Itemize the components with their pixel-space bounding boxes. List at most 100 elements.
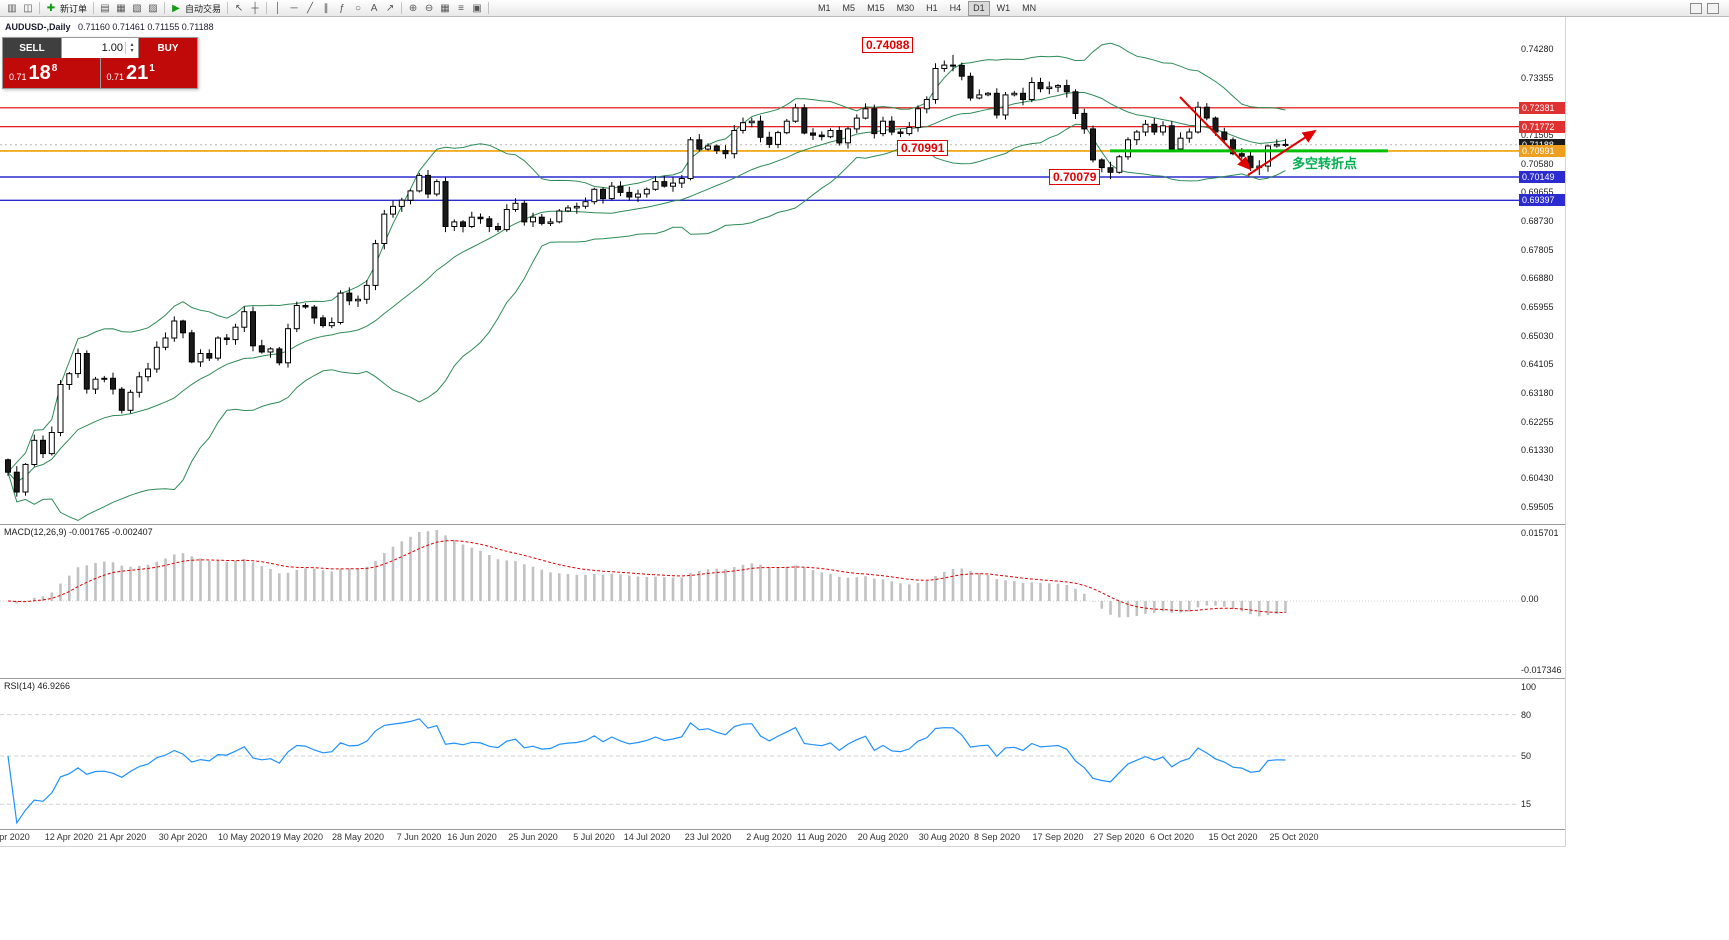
chart-bottom-edge bbox=[0, 846, 1565, 847]
volume-value[interactable]: 1.00 bbox=[101, 42, 123, 54]
rsi-axis-label: 15 bbox=[1521, 799, 1532, 809]
arrow-icon[interactable]: ↗ bbox=[385, 2, 395, 14]
chart-window: AUDUSD-,Daily 0.71160 0.71461 0.71155 0.… bbox=[0, 17, 1729, 940]
toolbar-separator bbox=[266, 2, 268, 14]
date-axis-label: 5 Jul 2020 bbox=[573, 832, 615, 842]
timeframe-m30[interactable]: M30 bbox=[896, 2, 915, 13]
navigator-icon[interactable]: ▧ bbox=[132, 2, 142, 14]
text-icon[interactable]: A bbox=[370, 2, 378, 14]
volume-down-icon[interactable]: ▾ bbox=[130, 48, 134, 54]
buy-price-button[interactable]: 0.71 21 1 bbox=[100, 58, 197, 88]
trendline-icon[interactable]: ╱ bbox=[307, 2, 314, 14]
macd-axis-label: 0.00 bbox=[1521, 594, 1539, 604]
new-order-label[interactable]: 新订单 bbox=[60, 3, 88, 14]
tile-windows-icon[interactable]: ▦ bbox=[440, 2, 450, 14]
chart-header: AUDUSD-,Daily 0.71160 0.71461 0.71155 0.… bbox=[5, 22, 214, 32]
date-axis-label: 12 Apr 2020 bbox=[44, 832, 94, 842]
macd-panel bbox=[0, 530, 1519, 618]
price-axis-label: 0.68730 bbox=[1521, 216, 1554, 226]
rsi-panel bbox=[0, 714, 1519, 825]
date-axis-label: 25 Jun 2020 bbox=[508, 832, 558, 842]
market-watch-icon[interactable]: ▤ bbox=[100, 2, 110, 14]
price-axis-label: 0.74280 bbox=[1521, 44, 1554, 54]
macd-readout: -0.001765 -0.002407 bbox=[69, 527, 153, 537]
toolbar-separator bbox=[227, 2, 229, 14]
price-axis-label: 0.69655 bbox=[1521, 187, 1554, 197]
one-click-trading-panel: SELL 1.00 ▴ ▾ BUY 0.71 18 8 0.71 21 1 bbox=[2, 37, 198, 89]
vertical-line-icon[interactable]: │ bbox=[274, 2, 282, 14]
equidistant-channel-icon[interactable]: ∥ bbox=[323, 2, 329, 14]
buy-price-prefix: 0.71 bbox=[106, 71, 125, 82]
buy-button[interactable]: BUY bbox=[139, 38, 197, 58]
toolbar-separator bbox=[488, 2, 490, 14]
sell-price-prefix: 0.71 bbox=[9, 71, 27, 82]
timeframe-toolbar: M1 M5 M15 M30 H1 H4 D1 W1 MN bbox=[812, 0, 1042, 16]
timeframe-m15[interactable]: M15 bbox=[867, 2, 885, 13]
timeframe-m5[interactable]: M5 bbox=[842, 2, 856, 13]
price-axis-label: 0.70580 bbox=[1521, 159, 1554, 169]
date-axis-label: 11 Aug 2020 bbox=[797, 832, 847, 842]
price-axis-label: 0.73355 bbox=[1521, 73, 1554, 83]
zoom-in-icon[interactable]: ⊕ bbox=[408, 2, 418, 14]
price-annotation[interactable]: 0.70079 bbox=[1049, 169, 1101, 185]
price-annotation[interactable]: 0.70991 bbox=[897, 140, 949, 156]
timeframe-h4[interactable]: H4 bbox=[949, 2, 962, 13]
fibonacci-icon[interactable]: ƒ bbox=[339, 2, 345, 14]
date-axis-label: 15 Oct 2020 bbox=[1208, 832, 1258, 842]
timeframe-m1[interactable]: M1 bbox=[818, 2, 831, 13]
crosshair-icon[interactable]: ┼ bbox=[251, 2, 259, 14]
timeframe-w1[interactable]: W1 bbox=[996, 2, 1011, 13]
macd-indicator-label: MACD(12,26,9) -0.001765 -0.002407 bbox=[4, 527, 153, 537]
toolbar-right-group bbox=[1685, 2, 1725, 14]
date-axis-label: 16 Jun 2020 bbox=[447, 832, 497, 842]
timeframe-h1[interactable]: H1 bbox=[926, 2, 938, 13]
price-tag: 0.70991 bbox=[1519, 145, 1565, 157]
date-axis-label: 25 Oct 2020 bbox=[1269, 832, 1319, 842]
panel-separator[interactable] bbox=[0, 524, 1565, 525]
horizontal-line-icon[interactable]: ─ bbox=[290, 2, 298, 14]
turning-point-label[interactable]: 多空转折点 bbox=[1292, 156, 1358, 171]
toolbar-separator bbox=[93, 2, 95, 14]
terminal-icon[interactable]: ▨ bbox=[148, 2, 158, 14]
chart-window-icon[interactable]: ◫ bbox=[23, 2, 33, 14]
timeframe-mn[interactable]: MN bbox=[1022, 2, 1037, 13]
price-axis-label: 0.61330 bbox=[1521, 445, 1554, 455]
sell-price-button[interactable]: 0.71 18 8 bbox=[3, 58, 100, 88]
date-axis-label: 20 Aug 2020 bbox=[857, 832, 909, 842]
bollinger-bands bbox=[7, 42, 1286, 522]
buy-price-pip: 1 bbox=[149, 63, 155, 74]
indicators-icon[interactable]: ≡ bbox=[458, 2, 464, 14]
candles bbox=[5, 54, 1289, 497]
price-tag: 0.71772 bbox=[1519, 121, 1565, 133]
window-maximize-icon[interactable] bbox=[1707, 2, 1719, 14]
auto-trading-label[interactable]: 自动交易 bbox=[185, 3, 222, 14]
toolbar-separator bbox=[39, 2, 40, 14]
date-axis-label: 2 Apr 2020 bbox=[0, 832, 30, 842]
chart-canvas[interactable] bbox=[0, 17, 1565, 940]
macd-axis-label: -0.017346 bbox=[1521, 665, 1562, 675]
sell-button[interactable]: SELL bbox=[3, 38, 61, 58]
buy-price-big: 21 bbox=[126, 61, 149, 84]
volume-spinner[interactable]: ▴ ▾ bbox=[125, 42, 138, 54]
ohlc-readout: 0.71160 0.71461 0.71155 0.71188 bbox=[78, 22, 214, 32]
price-axis-label: 0.67805 bbox=[1521, 245, 1554, 255]
price-annotation[interactable]: 0.74088 bbox=[862, 37, 914, 53]
auto-trading-icon[interactable]: ▶ bbox=[172, 2, 180, 14]
ellipse-icon[interactable]: ○ bbox=[355, 2, 362, 14]
sell-price-big: 18 bbox=[28, 61, 51, 84]
rsi-readout: 46.9266 bbox=[37, 681, 71, 691]
charts-icon[interactable]: ▥ bbox=[7, 2, 17, 14]
cursor-icon[interactable]: ↖ bbox=[234, 2, 244, 14]
trend-annotations[interactable] bbox=[1110, 96, 1388, 176]
data-window-icon[interactable]: ▦ bbox=[116, 2, 126, 14]
zoom-out-icon[interactable]: ⊖ bbox=[424, 2, 434, 14]
price-axis-label: 0.65955 bbox=[1521, 302, 1554, 312]
templates-icon[interactable]: ▣ bbox=[472, 2, 482, 14]
new-order-icon[interactable]: ✚ bbox=[46, 2, 56, 14]
window-restore-icon[interactable] bbox=[1690, 2, 1702, 14]
panel-separator[interactable] bbox=[0, 678, 1565, 679]
volume-stepper[interactable]: 1.00 ▴ ▾ bbox=[61, 38, 139, 58]
timeframe-d1[interactable]: D1 bbox=[968, 0, 990, 16]
volume-up-icon[interactable]: ▴ bbox=[130, 42, 134, 48]
panel-separator[interactable] bbox=[0, 829, 1565, 830]
